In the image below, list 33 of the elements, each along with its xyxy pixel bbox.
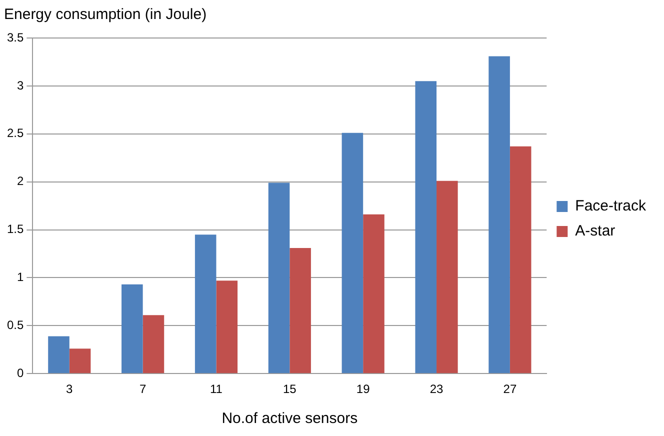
bar (510, 146, 532, 374)
x-tick-label: 15 (282, 382, 297, 396)
y-tick-label: 3 (16, 78, 24, 92)
bar (342, 132, 364, 374)
y-tick-label: 3.5 (6, 30, 24, 44)
bar (268, 182, 290, 374)
bar (290, 248, 311, 374)
x-tick-label: 7 (139, 382, 146, 396)
x-tick-label: 19 (356, 382, 370, 396)
x-tick-label: 3 (66, 382, 74, 396)
x-axis-title: No.of active sensors (222, 410, 358, 428)
bar (194, 234, 216, 374)
y-tick-label: 0 (16, 366, 24, 380)
bar (122, 284, 143, 374)
bar (216, 280, 238, 374)
bar (488, 56, 510, 374)
legend-label: A-star (575, 222, 616, 240)
x-tick-label: 27 (503, 382, 517, 396)
bar (69, 348, 91, 374)
y-axis-title: Energy consumption (in Joule) (4, 6, 207, 24)
bar (142, 315, 164, 374)
y-tick-label: 1.5 (6, 222, 24, 236)
bar (415, 81, 437, 374)
y-tick-label: 1 (16, 270, 24, 284)
bar (436, 180, 458, 374)
bar (48, 336, 70, 374)
y-tick-label: 2.5 (6, 126, 24, 140)
bar (363, 214, 384, 374)
x-tick-label: 23 (430, 382, 444, 396)
y-tick-label: 2 (16, 174, 24, 188)
y-tick-label: 0.5 (6, 318, 24, 332)
x-tick-label: 11 (210, 382, 223, 396)
legend-label: Face-track (575, 198, 646, 215)
